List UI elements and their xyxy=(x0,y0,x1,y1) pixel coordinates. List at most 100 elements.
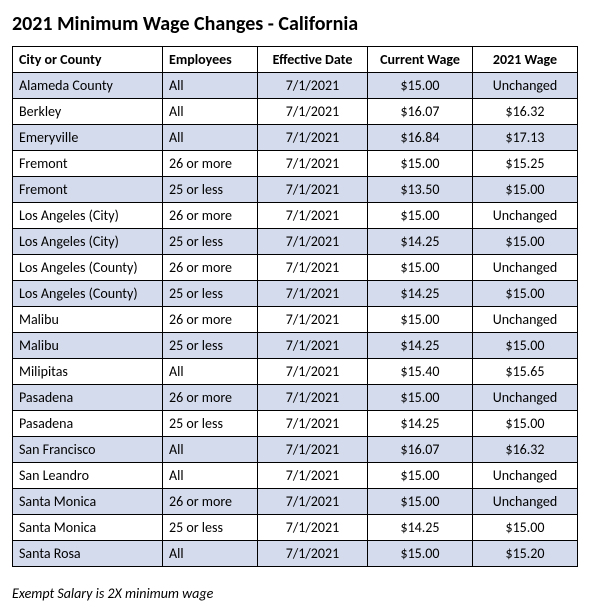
cell-employees: All xyxy=(163,125,258,151)
cell-city: Los Angeles (County) xyxy=(13,255,163,281)
table-row: MilipitasAll7/1/2021$15.40$15.65 xyxy=(13,359,578,385)
cell-employees: 26 or more xyxy=(163,385,258,411)
footnote: Exempt Salary is 2X minimum wage xyxy=(12,585,578,602)
cell-employees: All xyxy=(163,99,258,125)
cell-city: Berkley xyxy=(13,99,163,125)
col-header-date: Effective Date xyxy=(258,47,368,73)
cell-employees: 25 or less xyxy=(163,281,258,307)
cell-date: 7/1/2021 xyxy=(258,411,368,437)
cell-employees: 25 or less xyxy=(163,229,258,255)
cell-date: 7/1/2021 xyxy=(258,73,368,99)
table-row: Fremont26 or more7/1/2021$15.00$15.25 xyxy=(13,151,578,177)
cell-new-wage: Unchanged xyxy=(473,463,578,489)
cell-date: 7/1/2021 xyxy=(258,385,368,411)
cell-new-wage: $15.00 xyxy=(473,515,578,541)
cell-date: 7/1/2021 xyxy=(258,463,368,489)
cell-current-wage: $15.00 xyxy=(368,203,473,229)
cell-date: 7/1/2021 xyxy=(258,255,368,281)
cell-city: Milipitas xyxy=(13,359,163,385)
cell-current-wage: $14.25 xyxy=(368,411,473,437)
cell-current-wage: $15.00 xyxy=(368,463,473,489)
table-row: Pasadena25 or less7/1/2021$14.25$15.00 xyxy=(13,411,578,437)
table-row: Los Angeles (City)25 or less7/1/2021$14.… xyxy=(13,229,578,255)
cell-new-wage: Unchanged xyxy=(473,489,578,515)
cell-new-wage: $15.25 xyxy=(473,151,578,177)
cell-date: 7/1/2021 xyxy=(258,515,368,541)
cell-date: 7/1/2021 xyxy=(258,281,368,307)
cell-current-wage: $15.40 xyxy=(368,359,473,385)
table-row: Malibu26 or more7/1/2021$15.00Unchanged xyxy=(13,307,578,333)
cell-new-wage: $16.32 xyxy=(473,99,578,125)
cell-new-wage: Unchanged xyxy=(473,203,578,229)
cell-city: San Leandro xyxy=(13,463,163,489)
cell-date: 7/1/2021 xyxy=(258,489,368,515)
table-row: San FranciscoAll7/1/2021$16.07$16.32 xyxy=(13,437,578,463)
table-row: Santa Monica26 or more7/1/2021$15.00Unch… xyxy=(13,489,578,515)
cell-employees: 26 or more xyxy=(163,307,258,333)
cell-city: Santa Rosa xyxy=(13,541,163,567)
cell-current-wage: $15.00 xyxy=(368,489,473,515)
cell-new-wage: $15.00 xyxy=(473,177,578,203)
cell-current-wage: $14.25 xyxy=(368,333,473,359)
table-row: EmeryvilleAll7/1/2021$16.84$17.13 xyxy=(13,125,578,151)
cell-employees: 25 or less xyxy=(163,515,258,541)
table-row: Fremont25 or less7/1/2021$13.50$15.00 xyxy=(13,177,578,203)
cell-date: 7/1/2021 xyxy=(258,333,368,359)
cell-current-wage: $14.25 xyxy=(368,515,473,541)
table-row: Pasadena26 or more7/1/2021$15.00Unchange… xyxy=(13,385,578,411)
cell-new-wage: $15.00 xyxy=(473,229,578,255)
cell-employees: 25 or less xyxy=(163,411,258,437)
cell-new-wage: $15.00 xyxy=(473,281,578,307)
cell-current-wage: $14.25 xyxy=(368,281,473,307)
page-title: 2021 Minimum Wage Changes - California xyxy=(12,12,578,36)
table-row: Malibu25 or less7/1/2021$14.25$15.00 xyxy=(13,333,578,359)
cell-city: Alameda County xyxy=(13,73,163,99)
cell-city: Santa Monica xyxy=(13,489,163,515)
cell-employees: 26 or more xyxy=(163,489,258,515)
cell-date: 7/1/2021 xyxy=(258,99,368,125)
cell-new-wage: $15.00 xyxy=(473,411,578,437)
cell-new-wage: $17.13 xyxy=(473,125,578,151)
cell-current-wage: $15.00 xyxy=(368,73,473,99)
cell-current-wage: $16.07 xyxy=(368,99,473,125)
cell-current-wage: $15.00 xyxy=(368,541,473,567)
cell-employees: 26 or more xyxy=(163,203,258,229)
table-row: Los Angeles (City)26 or more7/1/2021$15.… xyxy=(13,203,578,229)
cell-city: Pasadena xyxy=(13,385,163,411)
table-row: BerkleyAll7/1/2021$16.07$16.32 xyxy=(13,99,578,125)
table-row: Santa Monica25 or less7/1/2021$14.25$15.… xyxy=(13,515,578,541)
cell-new-wage: $15.65 xyxy=(473,359,578,385)
cell-date: 7/1/2021 xyxy=(258,437,368,463)
cell-employees: All xyxy=(163,541,258,567)
cell-current-wage: $13.50 xyxy=(368,177,473,203)
cell-city: Fremont xyxy=(13,177,163,203)
cell-current-wage: $16.84 xyxy=(368,125,473,151)
cell-current-wage: $16.07 xyxy=(368,437,473,463)
cell-employees: All xyxy=(163,73,258,99)
cell-new-wage: $15.20 xyxy=(473,541,578,567)
cell-employees: All xyxy=(163,437,258,463)
cell-employees: All xyxy=(163,463,258,489)
cell-employees: 25 or less xyxy=(163,333,258,359)
cell-date: 7/1/2021 xyxy=(258,359,368,385)
cell-date: 7/1/2021 xyxy=(258,307,368,333)
cell-date: 7/1/2021 xyxy=(258,203,368,229)
cell-city: Santa Monica xyxy=(13,515,163,541)
col-header-employees: Employees xyxy=(163,47,258,73)
cell-city: Fremont xyxy=(13,151,163,177)
cell-employees: 25 or less xyxy=(163,177,258,203)
cell-city: Los Angeles (City) xyxy=(13,229,163,255)
cell-employees: 26 or more xyxy=(163,255,258,281)
cell-date: 7/1/2021 xyxy=(258,541,368,567)
cell-new-wage: Unchanged xyxy=(473,255,578,281)
cell-new-wage: Unchanged xyxy=(473,73,578,99)
header-row: City or County Employees Effective Date … xyxy=(13,47,578,73)
cell-new-wage: $15.00 xyxy=(473,333,578,359)
cell-city: Malibu xyxy=(13,333,163,359)
cell-new-wage: Unchanged xyxy=(473,307,578,333)
cell-current-wage: $14.25 xyxy=(368,229,473,255)
cell-date: 7/1/2021 xyxy=(258,229,368,255)
cell-current-wage: $15.00 xyxy=(368,307,473,333)
table-row: Santa RosaAll7/1/2021$15.00$15.20 xyxy=(13,541,578,567)
cell-date: 7/1/2021 xyxy=(258,125,368,151)
